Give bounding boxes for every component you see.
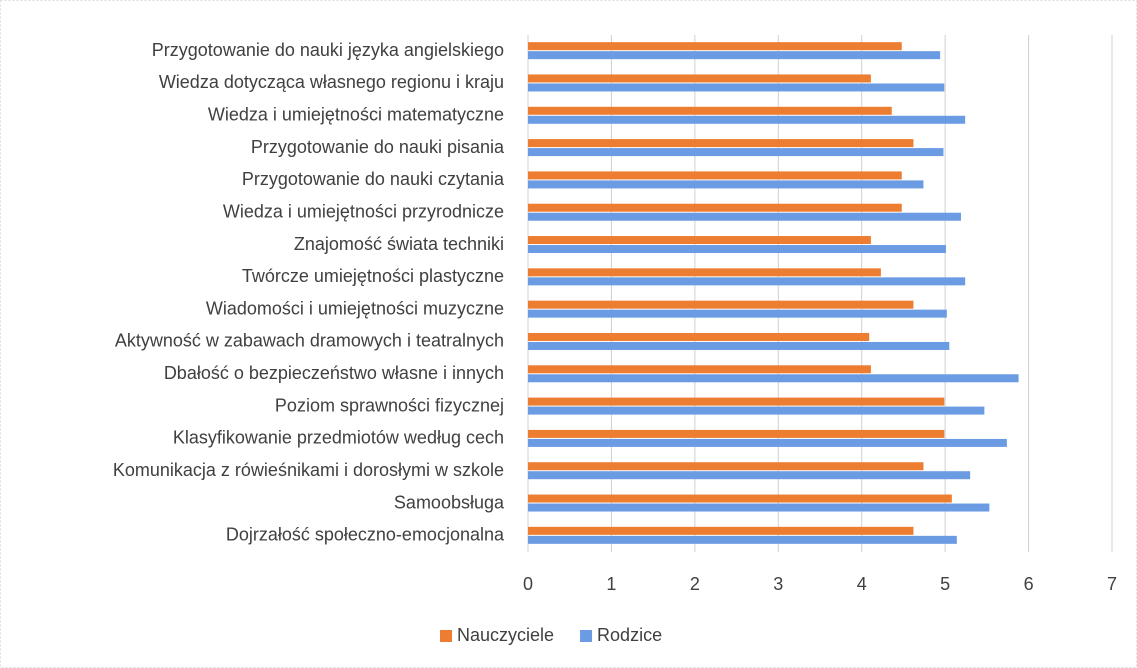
- bar: [528, 494, 952, 503]
- bar: [528, 535, 957, 544]
- bar: [528, 365, 871, 374]
- x-tick-label: 0: [523, 574, 533, 594]
- bar: [528, 374, 1019, 383]
- y-tick-label: Komunikacja z rówieśnikami i dorosłymi w…: [113, 460, 504, 480]
- y-tick-label: Samoobsługa: [394, 492, 505, 512]
- y-tick-label: Dbałość o bezpieczeństwo własne i innych: [164, 363, 504, 383]
- bar: [528, 277, 966, 286]
- bar: [528, 203, 902, 212]
- bar: [528, 332, 870, 341]
- bar: [528, 106, 892, 115]
- bar: [528, 309, 947, 318]
- bar: [528, 462, 924, 471]
- bar: [528, 148, 944, 157]
- legend-label: Rodzice: [597, 625, 662, 645]
- y-tick-label: Wiadomości i umiejętności muzyczne: [206, 298, 504, 318]
- bar: [528, 471, 971, 480]
- bar: [528, 180, 924, 189]
- bar: [528, 503, 990, 512]
- bar: [528, 406, 985, 415]
- y-tick-label: Przygotowanie do nauki czytania: [242, 169, 505, 189]
- bar: [528, 115, 966, 124]
- bar: [528, 51, 941, 60]
- bar: [528, 236, 871, 245]
- x-tick-label: 7: [1107, 574, 1117, 594]
- bar: [528, 300, 914, 309]
- y-tick-label: Klasyfikowanie przedmiotów według cech: [173, 428, 504, 448]
- x-tick-label: 6: [1024, 574, 1034, 594]
- x-tick-label: 2: [690, 574, 700, 594]
- bar: [528, 245, 946, 254]
- bar: [528, 341, 950, 350]
- y-tick-label: Wiedza dotycząca własnego regionu i kraj…: [159, 72, 504, 92]
- x-tick-label: 5: [940, 574, 950, 594]
- x-tick-label: 1: [606, 574, 616, 594]
- bar: [528, 429, 945, 438]
- legend-label: Nauczyciele: [457, 625, 554, 645]
- bar: [528, 171, 902, 180]
- bar: [528, 139, 914, 148]
- y-tick-label: Poziom sprawności fizycznej: [275, 395, 504, 415]
- legend-swatch: [440, 630, 452, 642]
- y-tick-label: Aktywność w zabawach dramowych i teatral…: [115, 331, 504, 351]
- legend-swatch: [580, 630, 593, 642]
- bar: [528, 438, 1007, 447]
- bar: [528, 74, 871, 83]
- y-tick-label: Dojrzałość społeczno-emocjonalna: [226, 525, 505, 545]
- x-tick-label: 3: [773, 574, 783, 594]
- y-tick-label: Wiedza i umiejętności przyrodnicze: [223, 201, 504, 221]
- y-tick-label: Twórcze umiejętności plastyczne: [242, 266, 504, 286]
- y-tick-label: Znajomość świata techniki: [294, 234, 504, 254]
- bar: [528, 397, 945, 406]
- y-tick-label: Przygotowanie do nauki pisania: [251, 137, 505, 157]
- y-tick-label: Przygotowanie do nauki języka angielskie…: [152, 40, 504, 60]
- y-tick-label: Wiedza i umiejętności matematyczne: [208, 105, 504, 125]
- bar: [528, 42, 902, 51]
- bar: [528, 268, 881, 277]
- bar: [528, 212, 961, 221]
- bar: [528, 526, 914, 535]
- bar: [528, 83, 945, 92]
- x-tick-label: 4: [857, 574, 867, 594]
